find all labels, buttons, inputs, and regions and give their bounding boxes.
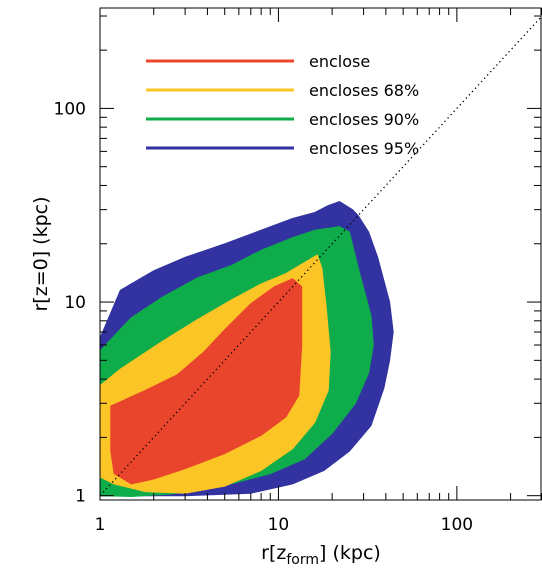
legend-label: enclose (309, 52, 370, 71)
reference-line-layer (100, 15, 542, 497)
x-tick-label: 100 (441, 515, 473, 535)
y-tick-label: 10 (64, 293, 86, 313)
tick-label-layer: 1 10 100 1 10 100 (54, 99, 474, 535)
y-tick-label: 100 (54, 99, 86, 119)
legend-item: encloses 68% (146, 81, 419, 100)
legend-item: encloses 95% (146, 139, 419, 158)
legend-label: encloses 68% (309, 81, 419, 100)
x-axis-label-prefix: r[z (261, 542, 286, 564)
legend: enclose encloses 68% encloses 90% encloses … (146, 52, 419, 158)
x-tick-label: 10 (268, 515, 290, 535)
legend-label: encloses 90% (309, 110, 419, 129)
one-to-one-reference-line (100, 15, 542, 497)
x-axis-label: r[zform] (kpc) (261, 542, 381, 568)
plot-frame (99, 7, 542, 501)
legend-item: encloses 90% (146, 110, 419, 129)
x-axis-label-subscript: form (286, 552, 319, 568)
contour-layer (100, 201, 394, 498)
legend-label: encloses 95% (309, 139, 419, 158)
y-axis-label: r[z=0] (kpc) (30, 197, 52, 312)
tick-layer (99, 8, 542, 500)
legend-item: enclose (146, 52, 370, 71)
x-tick-label: 1 (95, 515, 106, 535)
x-axis-label-suffix: ] (kpc) (319, 542, 381, 564)
y-tick-label: 1 (75, 487, 86, 507)
